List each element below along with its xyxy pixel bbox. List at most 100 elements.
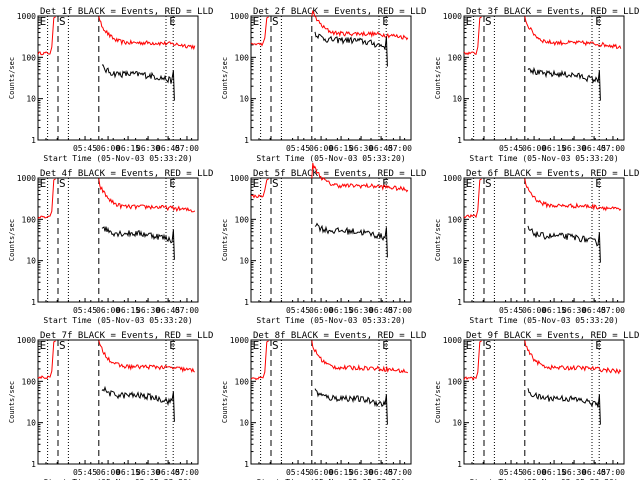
x-tick-label: 07:00 (175, 306, 199, 315)
y-tick-label: 10 (26, 257, 36, 266)
events-series-line (527, 388, 601, 425)
x-tick-label: 06:45 (156, 144, 180, 153)
x-tick-label: 06:45 (582, 306, 606, 315)
x-tick-label: 06:15 (116, 468, 140, 477)
x-tick-label: 06:15 (542, 144, 566, 153)
x-axis-label: Start Time (05-Nov-03 05:33:20) (256, 316, 405, 325)
x-tick-label: 05:45 (286, 306, 310, 315)
detector-panel: Det_2f BLACK = Events, RED = LLD 1 10 100 10… (221, 7, 426, 163)
x-tick-label: 07:00 (388, 306, 412, 315)
marker-label: E (40, 339, 47, 352)
lld-series-line (524, 340, 622, 375)
y-axis-label: Counts/sec (434, 219, 442, 261)
x-axis-label: Start Time (05-Nov-03 05:33:20) (43, 154, 192, 163)
x-tick-label: 06:00 (96, 306, 120, 315)
y-tick-label: 1000 (17, 12, 36, 21)
plot-frame (37, 15, 199, 141)
x-tick-label: 06:15 (116, 144, 140, 153)
marker-label: S (59, 15, 66, 28)
x-tick-label: 07:00 (175, 144, 199, 153)
detector-panel: Det_6f BLACK = Events, RED = LLD 1 10 100 10… (434, 169, 639, 325)
marker-label: E (595, 339, 602, 352)
events-series-line (314, 222, 388, 258)
marker-label: E (253, 15, 260, 28)
x-tick-label: 07:00 (601, 468, 625, 477)
x-tick-label: 06:00 (309, 468, 333, 477)
y-axis-label: Counts/sec (8, 57, 16, 99)
y-tick-label: 1 (457, 460, 462, 469)
x-tick-label: 05:45 (499, 144, 523, 153)
x-tick-label: 05:45 (73, 468, 97, 477)
y-tick-label: 10 (26, 95, 36, 104)
y-tick-label: 100 (22, 215, 37, 224)
events-series-line (314, 31, 388, 67)
plot-frame (37, 177, 199, 303)
marker-label: S (59, 177, 66, 190)
y-tick-label: 10 (239, 419, 249, 428)
lld-series-line (524, 178, 622, 212)
lld-series-line (98, 16, 196, 51)
events-series-line (101, 64, 175, 101)
y-tick-label: 1000 (230, 336, 249, 345)
marker-label: E (466, 339, 473, 352)
lld-series-line (37, 340, 56, 380)
y-tick-label: 10 (452, 257, 462, 266)
marker-label: E (40, 177, 47, 190)
detector-panel: Det_3f BLACK = Events, RED = LLD 1 10 100 10… (434, 7, 639, 163)
y-tick-label: 1 (457, 136, 462, 145)
x-tick-label: 06:15 (116, 306, 140, 315)
y-tick-label: 10 (452, 419, 462, 428)
x-tick-label: 06:45 (369, 468, 393, 477)
events-series-line (527, 225, 601, 263)
x-tick-label: 06:00 (522, 468, 546, 477)
x-tick-label: 06:00 (522, 306, 546, 315)
marker-label: S (272, 177, 279, 190)
marker-label: E (466, 15, 473, 28)
x-axis-label: Start Time (05-Nov-03 05:33:20) (43, 316, 192, 325)
marker-label: E (382, 15, 389, 28)
x-axis-label: Start Time (05-Nov-03 05:33:20) (43, 478, 192, 480)
y-tick-label: 1 (31, 298, 36, 307)
y-tick-label: 10 (239, 95, 249, 104)
x-tick-label: 06:45 (369, 144, 393, 153)
x-tick-label: 06:00 (309, 306, 333, 315)
x-tick-label: 05:45 (499, 468, 523, 477)
marker-label: E (253, 177, 260, 190)
lld-series-line (98, 340, 195, 374)
panel-title: Det_4f BLACK = Events, RED = LLD (40, 169, 213, 179)
x-tick-label: 06:00 (522, 144, 546, 153)
y-tick-label: 1 (31, 460, 36, 469)
panel-title: Det_2f BLACK = Events, RED = LLD (253, 7, 426, 17)
lld-series-line (250, 340, 269, 381)
x-tick-label: 07:00 (388, 468, 412, 477)
y-tick-label: 100 (448, 53, 463, 62)
x-tick-label: 06:45 (582, 144, 606, 153)
marker-label: E (595, 15, 602, 28)
x-tick-label: 05:45 (286, 144, 310, 153)
marker-label: S (485, 339, 492, 352)
y-tick-label: 1000 (17, 336, 36, 345)
lld-series-line (524, 16, 622, 50)
marker-label: E (382, 177, 389, 190)
y-tick-label: 100 (22, 53, 37, 62)
lld-series-line (250, 16, 269, 47)
x-axis-label: Start Time (05-Nov-03 05:33:20) (469, 154, 618, 163)
x-tick-label: 05:45 (73, 144, 97, 153)
marker-label: E (595, 177, 602, 190)
x-tick-label: 06:15 (329, 468, 353, 477)
plot-frame (250, 177, 412, 303)
y-tick-label: 100 (22, 377, 37, 386)
y-axis-label: Counts/sec (221, 219, 229, 261)
plot-frame (37, 339, 199, 465)
x-tick-label: 05:45 (73, 306, 97, 315)
x-tick-label: 05:45 (286, 468, 310, 477)
x-tick-label: 06:30 (562, 306, 586, 315)
y-axis-label: Counts/sec (434, 381, 442, 423)
y-tick-label: 1 (457, 298, 462, 307)
marker-label: S (59, 339, 66, 352)
lld-series-line (37, 178, 56, 219)
detector-panel: Det_8f BLACK = Events, RED = LLD 1 10 100 10… (221, 331, 426, 480)
x-axis-label: Start Time (05-Nov-03 05:33:20) (469, 478, 618, 480)
marker-label: E (466, 177, 473, 190)
y-tick-label: 10 (239, 257, 249, 266)
